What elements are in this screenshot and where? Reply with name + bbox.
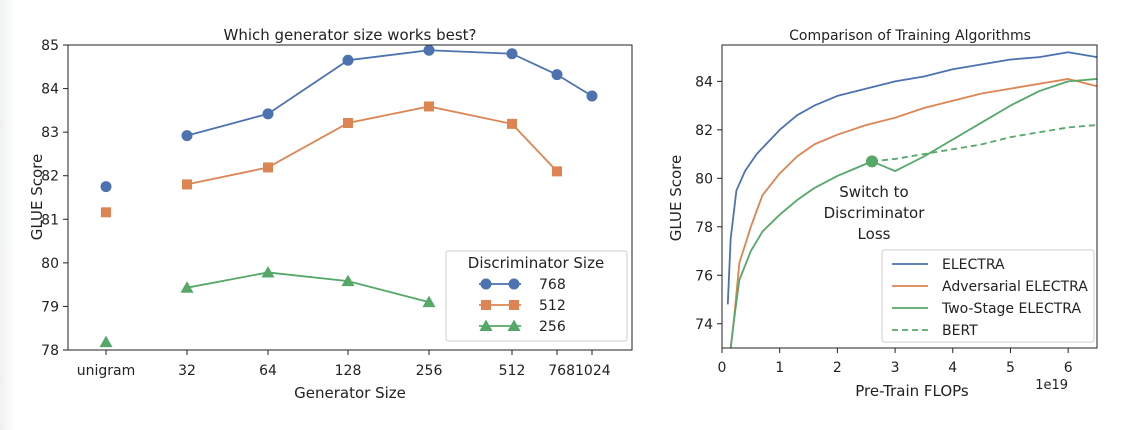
y-axis-label: GLUE Score [28,154,46,240]
x-tick-label: 64 [259,363,277,379]
legend-label: 768 [539,277,566,293]
y-tick-label: 84 [41,82,59,98]
x-tick-label: 1024 [575,363,611,379]
series-line [186,105,558,186]
x-tick-label: 2 [833,360,842,376]
legend-marker [480,278,492,290]
chart-title: Which generator size works best? [223,26,476,44]
series-line [729,78,1098,349]
switch-point [866,155,878,168]
x-tick-label: 5 [1006,360,1015,376]
annotation-line: Discriminator [824,204,926,222]
legend-marker [508,278,520,290]
data-point [342,54,354,66]
y-tick-label: 85 [41,38,59,54]
y-tick-label: 76 [695,268,713,284]
y-tick-label: 84 [695,74,713,90]
x-tick-label: 4 [948,360,957,376]
legend-box [881,249,1095,343]
x-tick-label: 6 [1064,360,1073,376]
legend-label: Adversarial ELECTRA [942,279,1088,295]
x-tick-label: 128 [335,363,362,379]
x-tick-label: 256 [416,363,443,379]
x-tick-label: 512 [499,363,526,379]
data-point [424,101,434,112]
y-tick-label: 83 [41,125,59,141]
series-line [186,271,430,303]
y-tick-label: 78 [695,220,713,236]
data-point [180,281,194,293]
data-point [341,274,355,287]
legend-box [445,250,628,342]
plot-frame [67,44,633,351]
legend-label: Two-Stage ELECTRA [941,301,1081,317]
legend: Discriminator Size 768 512 256 [445,250,628,342]
x-multiplier-label: 1e19 [1035,378,1068,393]
series-line [729,78,1098,349]
x-axis-label: Pre-Train FLOPs [855,382,969,400]
data-point [262,108,274,120]
data-point [263,162,273,173]
generator-size-chart: Which generator size works best? GLUE Sc… [28,26,633,402]
legend-marker [507,319,521,331]
series-line [726,51,1098,305]
x-axis-label: Generator Size [294,384,406,402]
x-tick-label: 768 [548,363,575,379]
data-point [181,130,193,142]
legend-label: 512 [539,298,566,314]
y-tick-label: 79 [41,299,59,315]
data-point-unigram [99,335,113,348]
training-algorithms-chart: Comparison of Training Algorithms GLUE S… [667,28,1098,400]
data-point-unigram [101,207,111,218]
y-tick-label: 80 [41,256,59,272]
legend-title: Discriminator Size [468,254,604,272]
plot-frame [721,44,1098,349]
x-tick-label: unigram [77,363,136,379]
x-tick-label: 1 [775,360,784,376]
y-tick-label: 82 [41,169,59,185]
y-tick-label: 81 [41,212,59,228]
data-point [343,117,353,128]
data-point [423,44,435,56]
legend-marker [509,300,519,310]
legend-label: 256 [539,319,566,335]
annotation-line: Loss [858,225,891,243]
data-point [507,118,517,129]
y-axis-label: GLUE Score [667,155,685,241]
switch-annotation: Switch to Discriminator Loss [824,155,926,243]
data-point [506,48,518,60]
left-edge-shade [0,0,14,430]
chart-title: Comparison of Training Algorithms [789,28,1031,44]
y-tick-label: 80 [695,171,713,187]
series-line [186,49,593,137]
x-tick-label: 32 [178,363,196,379]
data-point [552,166,562,177]
legend-marker [479,319,493,331]
legend: ELECTRA Adversarial ELECTRA Two-Stage ELEC… [881,249,1095,343]
x-tick-label: 0 [718,360,727,376]
series-line [871,124,1098,163]
data-point-unigram [100,181,112,193]
legend-marker [481,300,491,310]
data-point [182,179,192,190]
legend-label: BERT [942,323,978,339]
data-point [261,265,275,278]
legend-label: ELECTRA [942,257,1005,273]
annotation-line: Switch to [839,183,908,201]
y-tick-label: 78 [41,343,59,359]
data-point [422,295,436,308]
data-point [551,69,563,81]
data-point [586,90,598,102]
y-tick-label: 82 [695,123,713,139]
x-tick-label: 3 [891,360,900,376]
y-tick-label: 74 [695,317,713,333]
